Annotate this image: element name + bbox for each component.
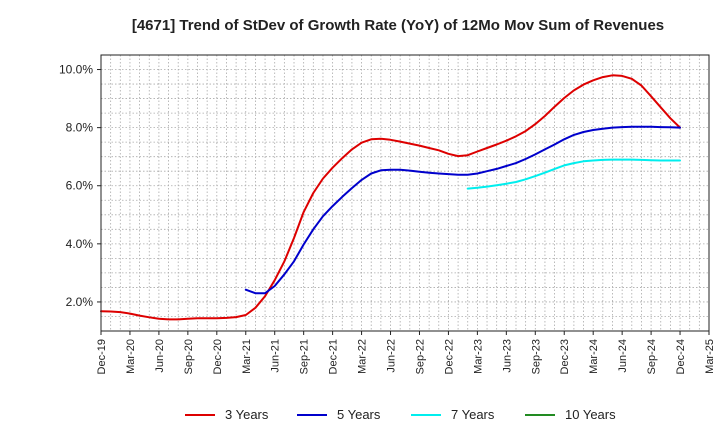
- legend-label: 3 Years: [225, 407, 269, 422]
- x-tick-label: Jun-22: [386, 339, 398, 373]
- chart-title: [4671] Trend of StDev of Growth Rate (Yo…: [132, 17, 664, 34]
- y-tick-label: 6.0%: [66, 179, 94, 193]
- series-line-5-years: [244, 125, 681, 295]
- x-tick-label: Sep-24: [646, 339, 658, 374]
- legend-item-5-years: 5 Years: [297, 407, 381, 422]
- y-axis: 2.0% 4.0% 6.0% 8.0% 10.0%: [59, 63, 101, 309]
- x-tick-label: Dec-23: [559, 339, 571, 374]
- legend-label: 5 Years: [337, 407, 381, 422]
- x-tick-label: Mar-21: [241, 339, 253, 374]
- x-tick-label: Dec-19: [96, 339, 108, 374]
- x-tick-label: Mar-24: [588, 339, 600, 374]
- x-tick-label: Mar-23: [472, 339, 484, 374]
- legend: 3 Years 5 Years 7 Years 10 Years: [185, 407, 616, 422]
- legend-item-10-years: 10 Years: [525, 407, 616, 422]
- series-line-7-years: [466, 158, 681, 190]
- x-tick-label: Jun-20: [154, 339, 166, 373]
- x-tick-label: Dec-21: [328, 339, 340, 374]
- x-tick-label: Dec-22: [443, 339, 455, 374]
- x-tick-label: Jun-24: [617, 339, 629, 373]
- grid: [101, 55, 709, 331]
- x-tick-label: Jun-23: [501, 339, 513, 373]
- x-tick-label: Sep-20: [183, 339, 195, 374]
- x-tick-label: Jun-21: [270, 339, 282, 373]
- plot-area-frame: [100, 54, 710, 332]
- x-tick-label: Sep-22: [414, 339, 426, 374]
- x-tick-label: Dec-24: [675, 339, 687, 374]
- legend-label: 10 Years: [565, 407, 616, 422]
- y-tick-label: 10.0%: [59, 63, 93, 77]
- legend-item-3-years: 3 Years: [185, 407, 269, 422]
- legend-item-7-years: 7 Years: [411, 407, 495, 422]
- series-lines: [100, 74, 681, 321]
- series-line-3-years: [100, 74, 681, 321]
- x-tick-label: Mar-20: [125, 339, 137, 374]
- x-tick-label: Mar-22: [357, 339, 369, 374]
- y-tick-label: 8.0%: [66, 121, 94, 135]
- x-axis: Dec-19 Mar-20 Jun-20 Sep-20 Dec-20 Mar-21 Jun-…: [96, 331, 716, 374]
- x-tick-label: Sep-23: [530, 339, 542, 374]
- x-tick-label: Mar-25: [704, 339, 716, 374]
- y-tick-label: 4.0%: [66, 237, 94, 251]
- x-tick-label: Dec-20: [212, 339, 224, 374]
- y-tick-label: 2.0%: [66, 295, 94, 309]
- legend-label: 7 Years: [451, 407, 495, 422]
- x-tick-label: Sep-21: [299, 339, 311, 374]
